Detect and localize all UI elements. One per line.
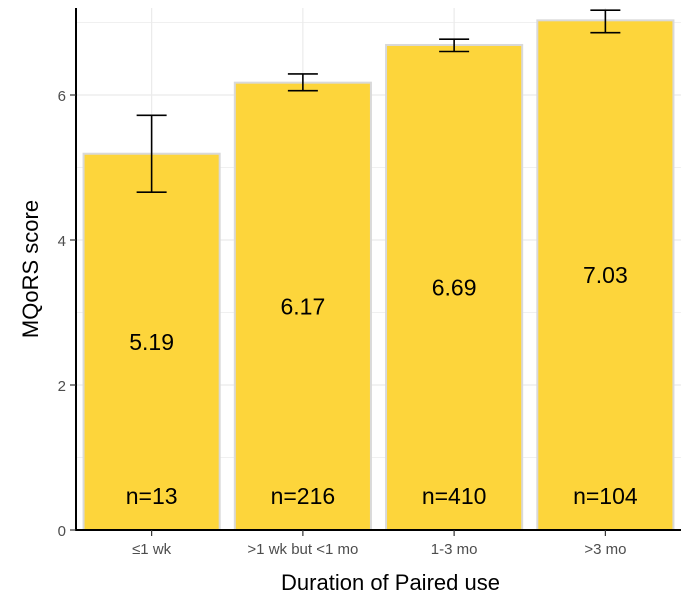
bars <box>82 19 675 532</box>
bar-value-label: 7.03 <box>583 262 628 288</box>
tick-labels: 0 2 4 6 ≤1 wk >1 wk but <1 mo 1-3 mo >3 mo <box>58 88 627 558</box>
bar-n-label: n=104 <box>573 483 638 509</box>
y-tick-label: 4 <box>58 233 66 250</box>
bar-labels: 5.19 n=13 6.17 n=216 6.69 n=410 7.03 n=104 <box>126 262 638 509</box>
x-tick-label: 1-3 mo <box>431 541 478 558</box>
y-tick-label: 0 <box>58 523 66 540</box>
x-tick-label: >1 wk but <1 mo <box>247 541 358 558</box>
bar <box>233 81 372 532</box>
x-tick-label: >3 mo <box>584 541 626 558</box>
error-bars <box>136 9 621 193</box>
y-tick-label: 2 <box>58 378 66 395</box>
x-tick-label: ≤1 wk <box>132 541 172 558</box>
y-axis-title: MQoRS score <box>18 200 43 338</box>
bar-n-label: n=13 <box>126 483 178 509</box>
bar-n-label: n=216 <box>271 483 336 509</box>
x-axis-title: Duration of Paired use <box>281 570 500 595</box>
bar <box>82 152 221 531</box>
bar-n-label: n=410 <box>422 483 487 509</box>
axes <box>70 8 681 536</box>
bar-value-label: 6.17 <box>280 293 325 319</box>
bar-value-label: 5.19 <box>129 329 174 355</box>
bar-value-label: 6.69 <box>432 274 477 300</box>
y-tick-label: 6 <box>58 88 66 105</box>
